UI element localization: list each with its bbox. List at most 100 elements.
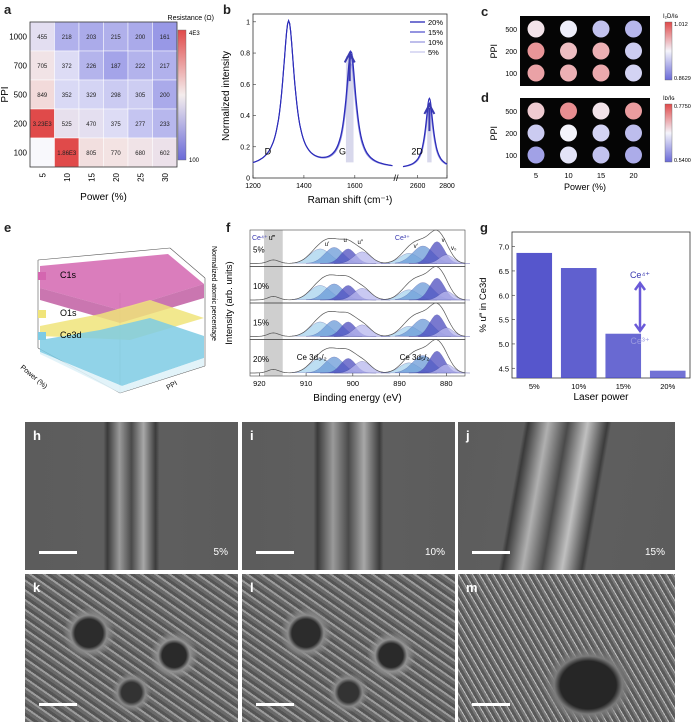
x-tick-label: 20 (112, 172, 121, 181)
scale-bar (256, 551, 294, 554)
sem-image-m: m (458, 574, 675, 722)
raman-series-line (252, 19, 393, 167)
plot-frame (252, 13, 448, 179)
panel-d: d 500 200 100 PPI Iᴅ/Iɢ 0.7750 0.5400 5 10 15 20 Po… (475, 90, 700, 210)
y-tick-label: 5.5 (499, 316, 509, 325)
bubble (527, 102, 545, 120)
bubble (625, 102, 642, 120)
x-tick-label: 5% (529, 382, 540, 391)
heatmap-cell (78, 108, 104, 139)
legend-swatch (38, 332, 46, 340)
heatmap-cell-value: 770 (111, 151, 122, 157)
bubble (625, 42, 642, 60)
heatmap-cell-value: 470 (86, 122, 97, 128)
panel-label-g: g (480, 220, 488, 235)
c1s-surface (40, 254, 204, 310)
x-axis-label: Binding energy (eV) (313, 393, 401, 404)
scale-bar (39, 703, 77, 706)
sem-image-i: i 10% (242, 422, 455, 570)
g-increase-arrow (343, 50, 356, 82)
sem-panel-label: l (250, 580, 254, 595)
sem-power-label: 5% (213, 547, 228, 558)
xps-envelope-line (250, 302, 466, 337)
bubble (560, 42, 577, 60)
colorbar-min-label: 0.8629 (674, 76, 691, 82)
xps-row-label: 10% (253, 282, 269, 291)
heatmap-cell-value: 329 (86, 93, 97, 99)
raman-series-line (402, 97, 448, 168)
bar-chart-g: 5% 10% 15% 20% 4.5 5.0 5.5 6.0 6.5 7.0 Laser power… (478, 231, 691, 403)
surface-layer-label: C1s (60, 270, 77, 280)
bubble (592, 146, 610, 164)
colorbar-min-label: 0.5400 (674, 158, 691, 164)
heatmap-cell-value: 226 (86, 64, 97, 70)
raman-plot: // D G 2D 0 0.2 0.4 0.6 0.8 1 1200 1400 1600 2600 2800… (221, 13, 455, 206)
tag-u1: u′ (325, 242, 330, 248)
bubble (625, 124, 642, 142)
x-tick-label: 2600 (410, 183, 426, 190)
heatmap-cell-value: 222 (135, 64, 146, 70)
y-tick-label: 200 (505, 49, 517, 56)
bubble (592, 64, 610, 82)
bubble (625, 146, 642, 164)
x-tick-label: 30 (161, 172, 170, 181)
x-tick-label: 900 (347, 379, 360, 388)
y-tick-label: 200 (505, 131, 517, 138)
heatmap-cell (127, 108, 153, 139)
panel-label-a: a (4, 2, 12, 17)
legend-swatch (38, 272, 46, 280)
colorbar-max-label: 0.7750 (674, 104, 691, 110)
y-tick-label: 100 (505, 71, 517, 78)
y-axis-label: PPI (0, 86, 11, 102)
x-tick-label: 20 (629, 171, 637, 180)
bubble (625, 20, 642, 38)
surface-plot: C1s O1s Ce3d Normalized atomic percentage Po… (19, 246, 217, 394)
sem-panel-label: m (466, 580, 478, 595)
z-axis-label: Normalized atomic percentage (210, 246, 217, 341)
xps-row-frame (249, 339, 466, 377)
x-tick-label: 2800 (439, 183, 455, 190)
heatmap-cell-value: 352 (62, 93, 73, 99)
bubble (560, 20, 577, 38)
x-tick-label: 10 (63, 172, 72, 181)
heatmap-cell (152, 50, 178, 81)
sem-power-label: 10% (424, 547, 445, 558)
x-axis-label: Power (%) (564, 182, 606, 192)
x-tick-label: 15 (597, 171, 605, 180)
legend-entry: 15% (428, 28, 443, 37)
panel-label-d: d (481, 90, 489, 105)
tag-u3: u‴ (269, 235, 276, 242)
heatmap-frame (29, 21, 178, 168)
heatmap-cell (29, 21, 55, 52)
sem-panel-label: h (33, 428, 41, 443)
x-tick-label: 1200 (245, 183, 261, 190)
xps-envelope-line (250, 339, 466, 374)
heatmap-cell-value: 1.86E3 (57, 151, 77, 157)
raman-series-line (252, 19, 393, 167)
sem-power-label: 15% (644, 547, 665, 558)
x-tick-label: 910 (300, 379, 313, 388)
heatmap-a: 455 218 203 215 200 161 705 372 226 187 222 217 849 3… (0, 15, 214, 203)
heatmap-cell-value: 705 (37, 64, 48, 70)
heatmap-cell-value: 298 (111, 93, 122, 99)
2d-peak-shade (427, 109, 432, 163)
legend-swatch (38, 310, 46, 318)
panel-c: c 500 200 100 PPI I₂D/Iɢ 1.012 0.8629 (475, 0, 700, 90)
y-axis-label: PPI (489, 44, 499, 59)
scale-bar (472, 551, 510, 554)
surface-layer-label: O1s (60, 308, 77, 318)
xps-envelope-line (250, 266, 466, 301)
panel-f: f 5% 10% 15% 20% Ce⁴⁺ u‴ u′ u u″ Ce³⁺ v′ v v₀ Ce 3d₃/… (220, 218, 475, 408)
y-tick-label: 500 (505, 27, 517, 34)
heatmap-cell (152, 21, 178, 52)
sem-image-h: h 5% (25, 422, 238, 570)
x-tick-label: 20% (660, 382, 675, 391)
y-tick-label: 100 (505, 153, 517, 160)
scale-bar (39, 551, 77, 554)
raman-series-line (252, 19, 393, 167)
bubble (527, 42, 545, 60)
bubble (560, 124, 577, 142)
bubble (527, 64, 545, 82)
tag-v0: v₀ (451, 246, 457, 252)
heatmap-cell-value: 200 (160, 93, 171, 99)
